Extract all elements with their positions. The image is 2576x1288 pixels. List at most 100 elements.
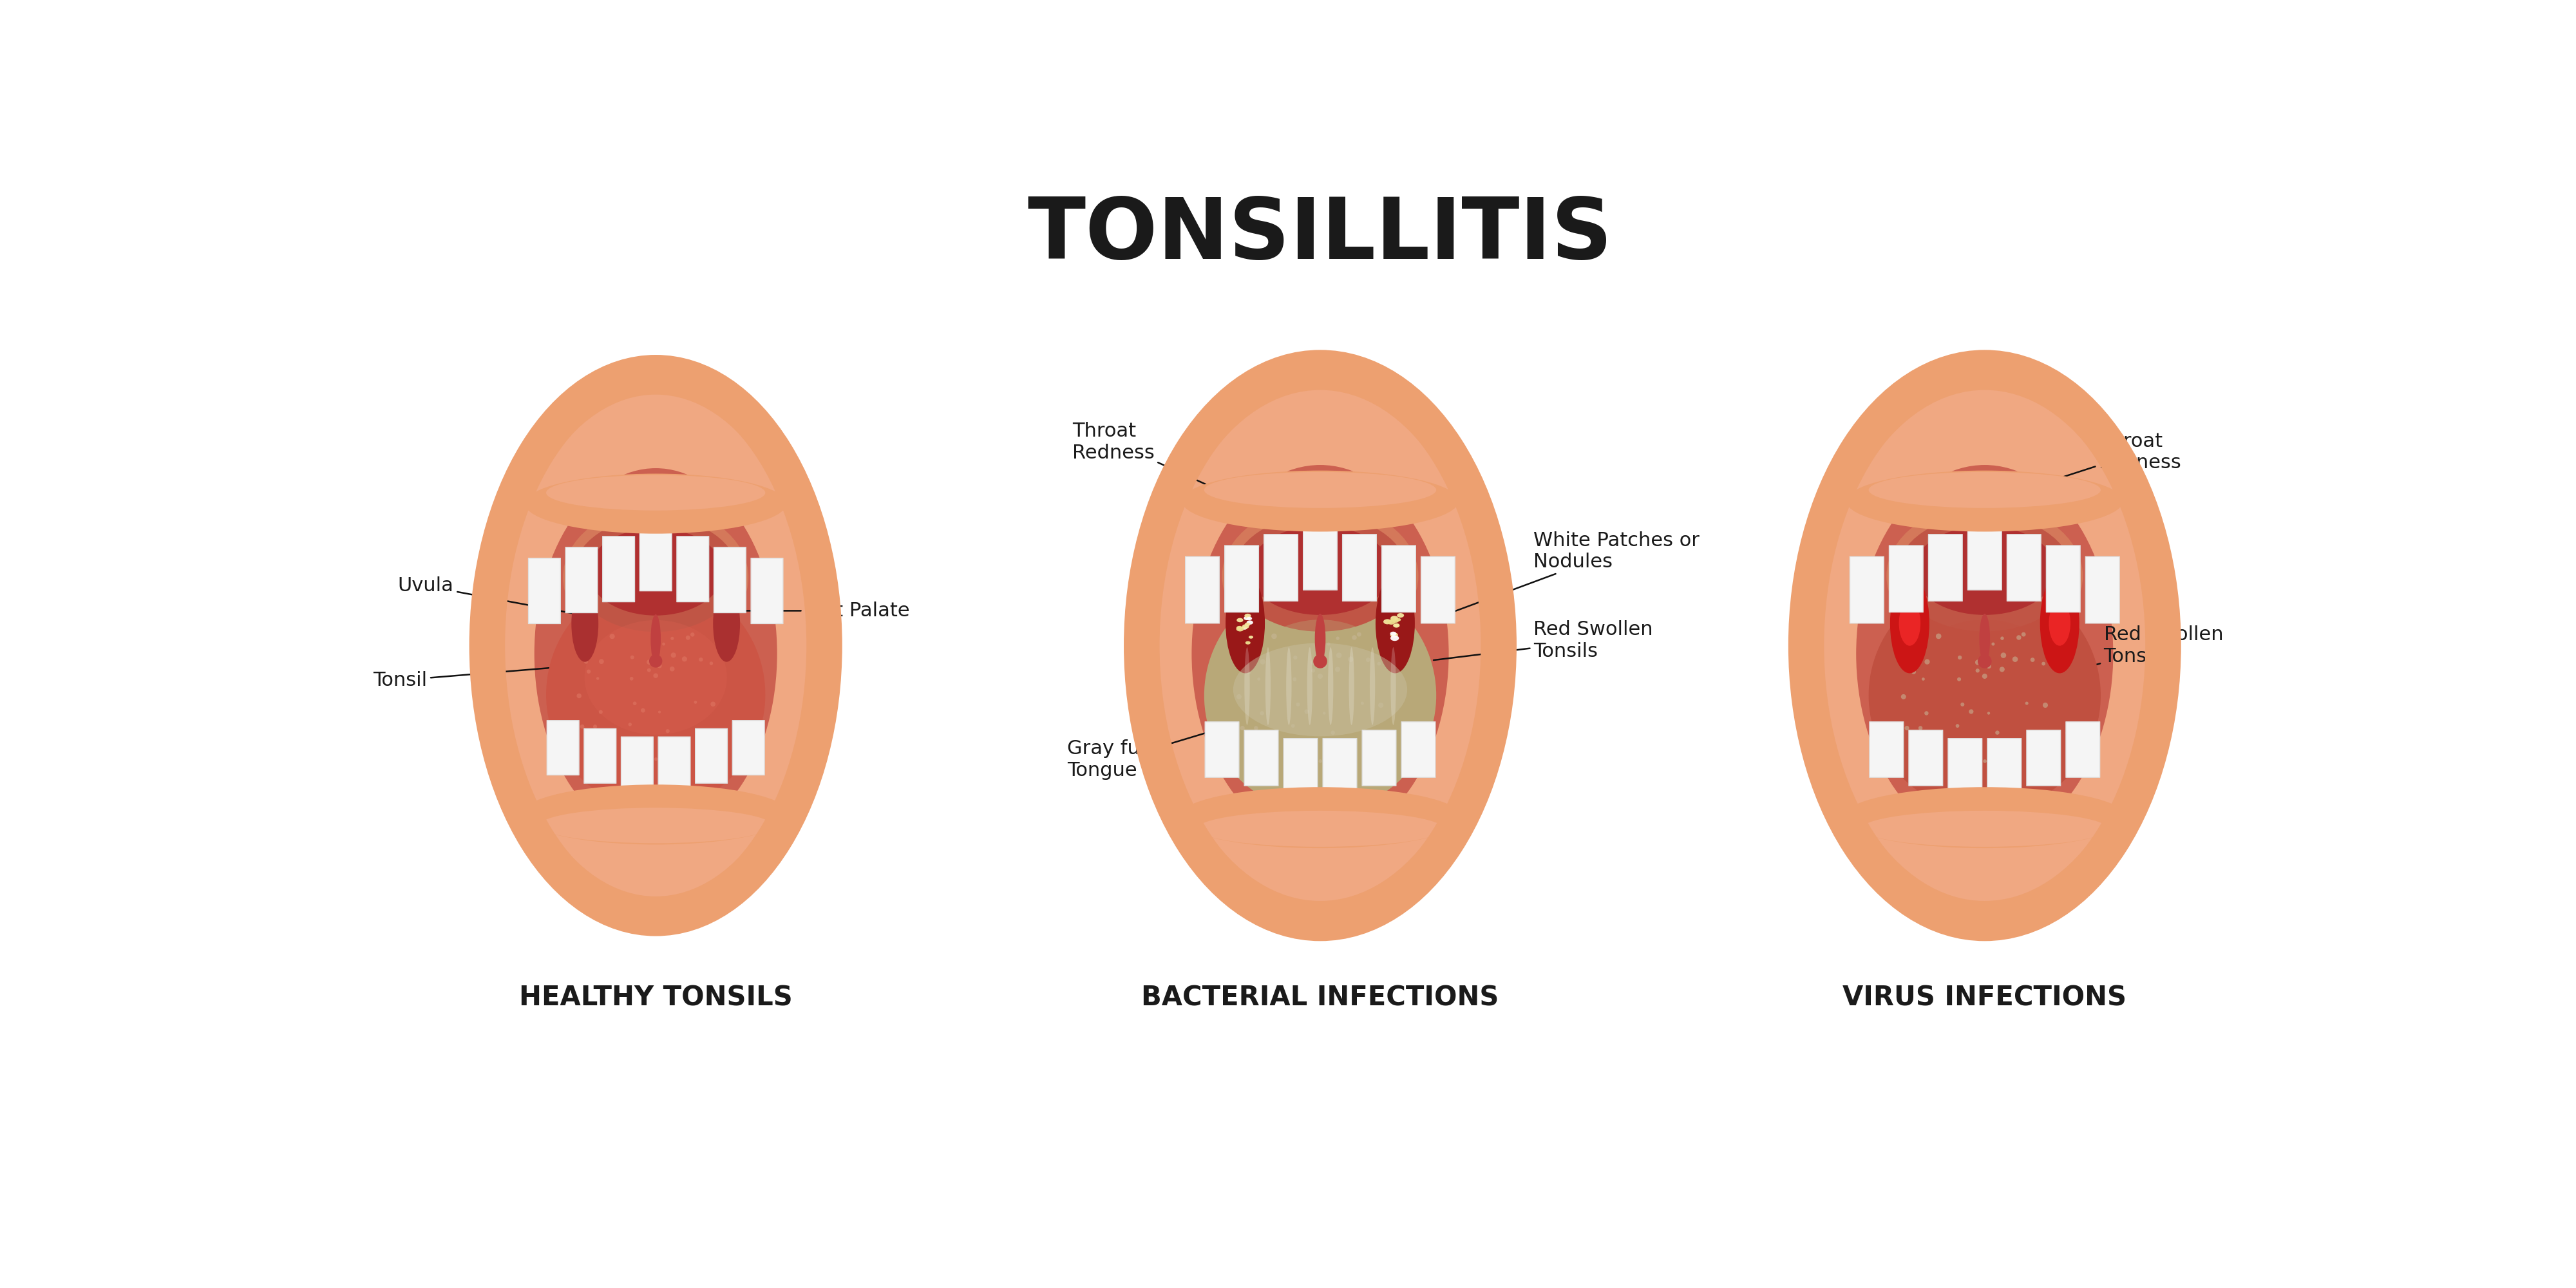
Circle shape bbox=[611, 634, 616, 639]
FancyBboxPatch shape bbox=[1324, 738, 1358, 793]
Ellipse shape bbox=[1350, 648, 1355, 725]
Circle shape bbox=[654, 674, 657, 677]
FancyBboxPatch shape bbox=[1888, 546, 1924, 612]
Circle shape bbox=[1255, 738, 1260, 742]
FancyBboxPatch shape bbox=[1224, 546, 1260, 612]
Ellipse shape bbox=[1868, 471, 2099, 507]
Circle shape bbox=[711, 702, 716, 707]
Circle shape bbox=[1919, 726, 1922, 730]
FancyBboxPatch shape bbox=[732, 720, 765, 775]
Circle shape bbox=[2043, 702, 2048, 708]
Circle shape bbox=[2043, 662, 2045, 666]
Circle shape bbox=[732, 730, 734, 733]
FancyBboxPatch shape bbox=[1870, 721, 1904, 778]
Circle shape bbox=[670, 653, 675, 658]
Circle shape bbox=[1960, 702, 1965, 706]
Circle shape bbox=[580, 724, 585, 729]
Ellipse shape bbox=[1270, 555, 1370, 708]
Circle shape bbox=[2030, 658, 2035, 662]
Text: Soft Palate: Soft Palate bbox=[732, 601, 909, 620]
FancyBboxPatch shape bbox=[1283, 738, 1316, 793]
Ellipse shape bbox=[1203, 578, 1437, 813]
Ellipse shape bbox=[714, 599, 732, 636]
Ellipse shape bbox=[1182, 470, 1458, 532]
Circle shape bbox=[1257, 677, 1260, 680]
Circle shape bbox=[696, 766, 701, 770]
Ellipse shape bbox=[520, 784, 791, 845]
FancyBboxPatch shape bbox=[1929, 535, 1963, 601]
Circle shape bbox=[598, 659, 603, 665]
Circle shape bbox=[1919, 738, 1922, 742]
Circle shape bbox=[1978, 657, 1984, 662]
Circle shape bbox=[665, 729, 670, 733]
Circle shape bbox=[1252, 737, 1257, 742]
Ellipse shape bbox=[1886, 504, 2084, 648]
Circle shape bbox=[1332, 730, 1334, 734]
FancyBboxPatch shape bbox=[585, 729, 616, 783]
Ellipse shape bbox=[533, 469, 778, 838]
Text: Gray furry
Tongue: Gray furry Tongue bbox=[1066, 715, 1265, 779]
Ellipse shape bbox=[1249, 636, 1255, 639]
Circle shape bbox=[598, 710, 603, 714]
Ellipse shape bbox=[572, 518, 739, 632]
Ellipse shape bbox=[1821, 390, 2148, 902]
Circle shape bbox=[1924, 711, 1929, 715]
Circle shape bbox=[1917, 737, 1922, 742]
Circle shape bbox=[1236, 694, 1242, 699]
Ellipse shape bbox=[1904, 590, 1929, 640]
Ellipse shape bbox=[1265, 648, 1270, 725]
Circle shape bbox=[1311, 761, 1316, 765]
Circle shape bbox=[1911, 670, 1917, 674]
Ellipse shape bbox=[1391, 631, 1396, 636]
Text: VIRUS INFECTIONS: VIRUS INFECTIONS bbox=[1842, 984, 2128, 1011]
Ellipse shape bbox=[1226, 573, 1265, 674]
Ellipse shape bbox=[1314, 614, 1327, 663]
FancyBboxPatch shape bbox=[1206, 721, 1239, 778]
Circle shape bbox=[657, 711, 662, 714]
FancyBboxPatch shape bbox=[1968, 523, 2002, 590]
FancyBboxPatch shape bbox=[2066, 721, 2099, 778]
Circle shape bbox=[1924, 659, 1929, 665]
Ellipse shape bbox=[1394, 623, 1399, 627]
Ellipse shape bbox=[1198, 810, 1443, 846]
Circle shape bbox=[1901, 694, 1906, 699]
Ellipse shape bbox=[1394, 618, 1399, 623]
Ellipse shape bbox=[564, 506, 750, 648]
Circle shape bbox=[1303, 710, 1309, 714]
Circle shape bbox=[721, 738, 724, 742]
Ellipse shape bbox=[487, 372, 824, 918]
Circle shape bbox=[1260, 711, 1265, 715]
Circle shape bbox=[1293, 677, 1296, 681]
FancyBboxPatch shape bbox=[2007, 535, 2040, 601]
FancyBboxPatch shape bbox=[1381, 546, 1417, 612]
Ellipse shape bbox=[1857, 465, 2112, 842]
Circle shape bbox=[1388, 743, 1394, 748]
Circle shape bbox=[1383, 643, 1388, 645]
FancyBboxPatch shape bbox=[546, 720, 580, 775]
Circle shape bbox=[1296, 702, 1301, 706]
Circle shape bbox=[2066, 732, 2069, 734]
Ellipse shape bbox=[1391, 632, 1399, 638]
Ellipse shape bbox=[1391, 635, 1399, 641]
Ellipse shape bbox=[1244, 648, 1249, 725]
Text: Red Swollen
Tonsils: Red Swollen Tonsils bbox=[1435, 621, 1654, 661]
Circle shape bbox=[1255, 726, 1257, 730]
FancyBboxPatch shape bbox=[1244, 730, 1278, 786]
Ellipse shape bbox=[1914, 526, 2056, 614]
Circle shape bbox=[662, 643, 665, 645]
FancyBboxPatch shape bbox=[1265, 535, 1298, 601]
Circle shape bbox=[1996, 730, 1999, 734]
Ellipse shape bbox=[1329, 648, 1334, 725]
FancyBboxPatch shape bbox=[659, 737, 690, 791]
Circle shape bbox=[657, 663, 662, 668]
Circle shape bbox=[683, 657, 688, 662]
Circle shape bbox=[1999, 667, 2004, 672]
Circle shape bbox=[708, 662, 714, 665]
Ellipse shape bbox=[1236, 626, 1244, 631]
Ellipse shape bbox=[1306, 648, 1311, 725]
Circle shape bbox=[1321, 663, 1327, 668]
Ellipse shape bbox=[1847, 470, 2123, 532]
FancyBboxPatch shape bbox=[1422, 556, 1455, 623]
Ellipse shape bbox=[1396, 618, 1401, 621]
Ellipse shape bbox=[526, 474, 786, 533]
